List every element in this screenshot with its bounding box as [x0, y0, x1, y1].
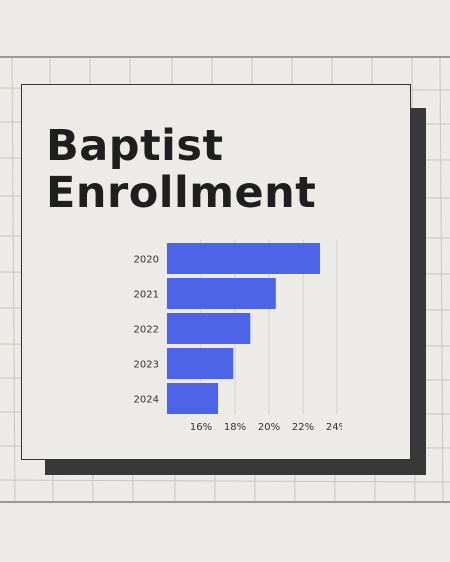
- y-tick-label: 2021: [134, 290, 159, 301]
- title-line-2: Enrollment: [46, 168, 317, 218]
- y-tick-label: 2023: [134, 360, 159, 371]
- x-tick-label: 20%: [258, 422, 280, 433]
- x-tick-label: 24%: [326, 422, 342, 433]
- y-tick-label: 2024: [134, 395, 159, 406]
- x-tick-label: 16%: [190, 422, 212, 433]
- x-tick-label: 22%: [292, 422, 314, 433]
- bar-2021: [167, 278, 276, 309]
- chart-card: Baptist Enrollment 16% 18% 20% 22% 24% 2020 20…: [21, 84, 411, 460]
- y-tick-label: 2022: [134, 325, 159, 336]
- bar-2024: [167, 383, 218, 414]
- bar-2023: [167, 348, 234, 379]
- bar-chart: 16% 18% 20% 22% 24% 2020 2021 2022 2023 2024: [134, 239, 342, 433]
- y-tick-label: 2020: [134, 255, 159, 266]
- title-line-1: Baptist: [46, 121, 224, 171]
- chart-title: Baptist Enrollment: [46, 123, 316, 217]
- bar-2020: [167, 243, 320, 274]
- bar-2022: [167, 313, 251, 344]
- x-tick-label: 18%: [224, 422, 246, 433]
